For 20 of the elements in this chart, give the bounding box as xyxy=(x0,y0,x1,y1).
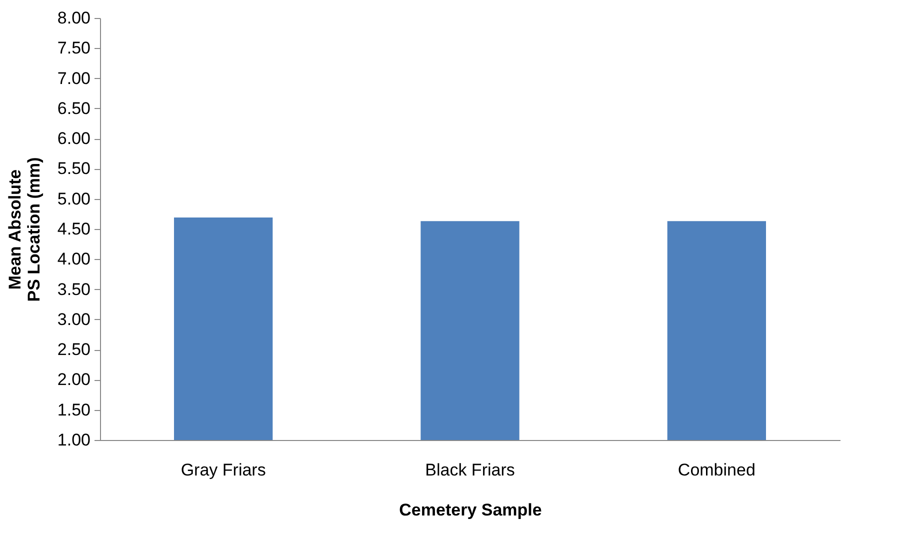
y-tick-label: 8.00 xyxy=(57,8,90,28)
y-tick-label: 4.50 xyxy=(57,220,90,238)
x-tick-label: Black Friars xyxy=(425,460,515,480)
y-tick-label: 3.00 xyxy=(57,310,90,329)
y-tick-label: 1.50 xyxy=(57,400,90,420)
y-axis-title: Mean Absolute PS Location (mm) xyxy=(5,157,44,302)
y-tick-label: 2.00 xyxy=(57,370,90,390)
y-tick-label: 2.50 xyxy=(57,340,90,360)
y-tick-label: 7.50 xyxy=(57,38,90,58)
y-tick-label: 3.50 xyxy=(57,280,90,299)
x-tick-label: Combined xyxy=(678,460,756,480)
y-tick-label: 5.50 xyxy=(57,159,90,178)
x-axis-title: Cemetery Sample xyxy=(399,500,542,520)
x-tick-label: Gray Friars xyxy=(180,460,266,480)
y-tick-label: 7.00 xyxy=(57,68,90,88)
y-tick-label: 6.50 xyxy=(57,98,90,118)
y-tick-label: 1.00 xyxy=(57,430,90,450)
y-tick-label: 5.00 xyxy=(57,189,90,208)
y-tick-label: 4.00 xyxy=(57,250,90,269)
y-tick-label: 6.00 xyxy=(57,129,90,148)
